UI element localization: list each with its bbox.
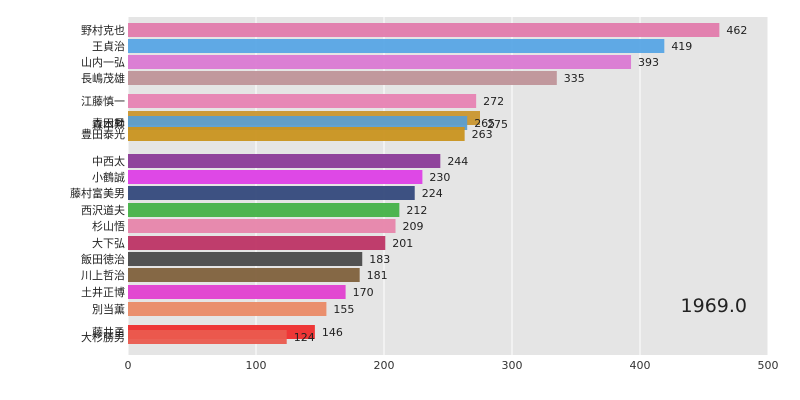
bar: [128, 170, 423, 184]
bar-value-label: 335: [564, 72, 585, 85]
bar-name-label: 野村克也: [81, 23, 125, 37]
bar-value-label: 230: [429, 171, 450, 184]
bar-name-label: 江藤慎一: [81, 94, 125, 108]
x-tick-label: 500: [758, 359, 779, 372]
bar-value-label: 275: [487, 118, 508, 131]
bar-group: 別当薫 155: [92, 302, 354, 316]
bar-value-label: 272: [483, 95, 504, 108]
bars-group: 野村克也 462 王貞治 419 山内一弘 393 長嶋茂雄 335 江藤慎一 272 森本勲 275…: [70, 23, 747, 344]
x-axis: 0 100 200 300 400 500: [125, 359, 779, 372]
x-tick-label: 400: [630, 359, 651, 372]
bar-name-label: 藤井勇: [92, 325, 125, 339]
bar-name-label: 青田昇: [92, 117, 125, 130]
bar-value-label: 393: [638, 56, 659, 69]
bar-name-label: 大杉勝男: [81, 330, 125, 344]
bar-name-label: 王貞治: [92, 39, 125, 53]
bar-group: 山内一弘 393: [81, 55, 659, 69]
bar-group: 飯田徳治 183: [81, 252, 390, 266]
bar: [128, 302, 327, 316]
bar-group: 王貞治 419: [92, 39, 692, 53]
bar-value-label: 181: [367, 269, 388, 282]
bar-name-label: 大下弘: [92, 236, 125, 250]
bar: [128, 219, 396, 233]
bar-name-label: 森本勲: [92, 117, 125, 131]
bar: [128, 23, 720, 37]
bar-value-label: 419: [671, 40, 692, 53]
bar-group: 大杉勝男 124: [81, 330, 315, 344]
bar-name-label: 土井正博: [81, 285, 125, 299]
bar: [128, 330, 287, 344]
bar: [128, 55, 632, 69]
bar: [128, 203, 400, 217]
bar-name-label: 豊田泰光: [81, 127, 125, 141]
x-tick-label: 100: [246, 359, 267, 372]
bar-name-label: 別当薫: [92, 302, 125, 316]
bar-group: 長嶋茂雄 335: [81, 71, 585, 85]
bar: [128, 116, 468, 130]
bar-value-label: 265: [474, 117, 495, 130]
bar-value-label: 462: [726, 24, 747, 37]
bar-name-label: 小鶴誠: [92, 170, 125, 184]
bar-value-label: 201: [392, 237, 413, 250]
bar: [128, 94, 477, 108]
bar-group: 大下弘 201: [92, 236, 413, 250]
bar-value-label: 263: [472, 128, 493, 141]
bar: [128, 268, 360, 282]
bar-group: 杉山悟 209: [92, 219, 424, 233]
bar-name-label: 藤村富美男: [70, 186, 125, 200]
bar-name-label: 長嶋茂雄: [81, 71, 125, 85]
bar-value-label: 212: [406, 204, 427, 217]
period-label: 1969.0: [681, 295, 747, 317]
bar-name-label: 飯田徳治: [81, 252, 125, 266]
x-tick-label: 0: [125, 359, 132, 372]
bar: [128, 186, 415, 200]
bar: [128, 127, 465, 141]
bar-value-label: 155: [333, 303, 354, 316]
bar-group: 江藤慎一 272: [81, 94, 504, 108]
bar: [128, 71, 557, 85]
bar-name-label: 中西太: [92, 155, 125, 168]
bar-name-label: 西沢道夫: [81, 203, 125, 217]
bar: [128, 154, 441, 168]
bar-group: 豊田泰光 263: [81, 127, 493, 141]
bar-group: 小鶴誠 230: [92, 170, 450, 184]
bar: [128, 39, 665, 53]
bar-group: 川上哲治 181: [81, 268, 388, 282]
bar-group: 青田昇 265: [92, 116, 495, 130]
bar-name-label: 杉山悟: [92, 219, 125, 233]
bar-group: 西沢道夫 212: [81, 203, 427, 217]
bar-group: 土井正博 170: [81, 285, 374, 299]
bar-value-label: 170: [353, 286, 374, 299]
bar-group: 中西太 244: [92, 154, 468, 168]
bar-value-label: 124: [294, 331, 315, 344]
bar-group: 藤村富美男 224: [70, 186, 443, 200]
bar-value-label: 183: [369, 253, 390, 266]
bar-name-label: 山内一弘: [81, 55, 125, 69]
bar: [128, 236, 386, 250]
bar-value-label: 224: [422, 187, 443, 200]
bar-value-label: 244: [447, 155, 468, 168]
x-tick-label: 200: [374, 359, 395, 372]
bar-name-label: 川上哲治: [81, 268, 125, 282]
x-tick-label: 300: [502, 359, 523, 372]
bar: [128, 252, 363, 266]
bar: [128, 285, 346, 299]
bar-group: 野村克也 462: [81, 23, 747, 37]
bar-value-label: 209: [403, 220, 424, 233]
bar-value-label: 146: [322, 326, 343, 339]
